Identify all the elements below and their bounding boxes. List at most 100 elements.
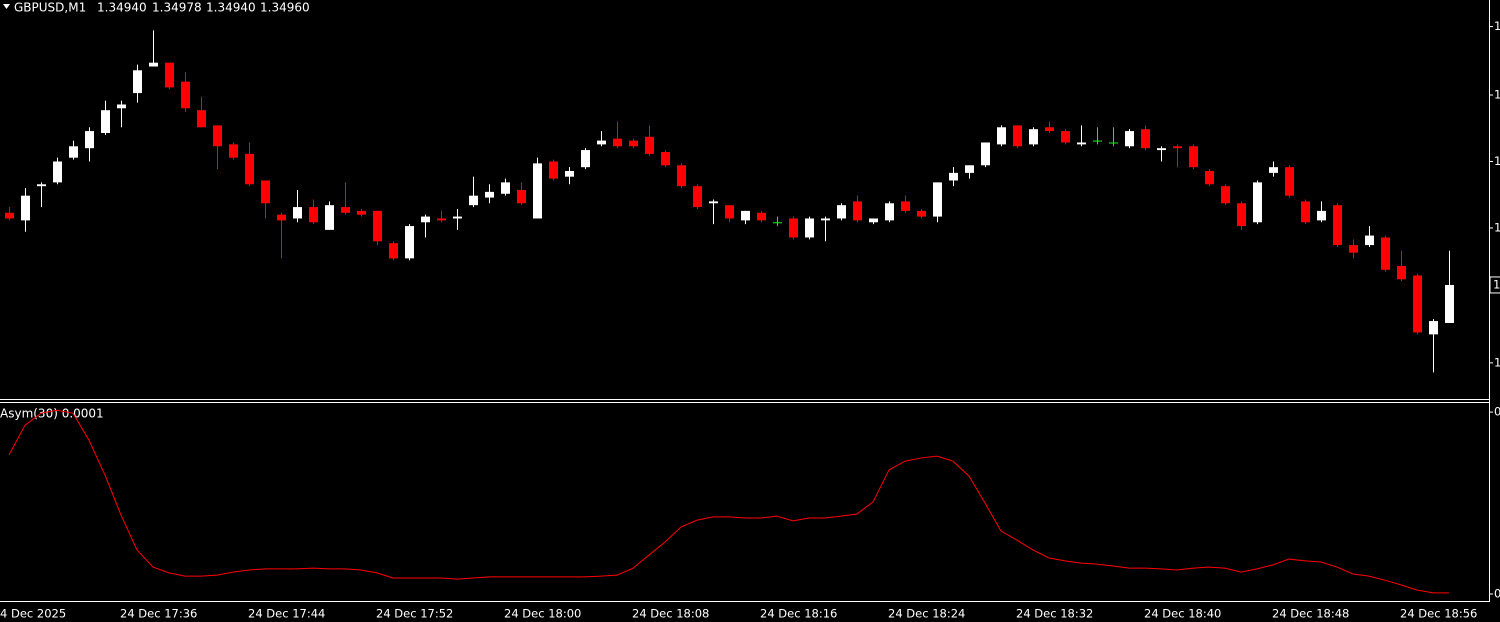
candle-body — [1077, 142, 1086, 145]
candle-body — [421, 216, 430, 223]
candle-body — [261, 180, 270, 204]
candle-body — [1141, 129, 1150, 149]
candle-body — [357, 210, 366, 215]
candle-body — [1125, 131, 1134, 147]
candle-body — [725, 205, 734, 219]
y-tick-label: 1 — [1494, 220, 1500, 234]
candle-body — [85, 131, 94, 149]
candle-body — [1301, 201, 1310, 223]
candle-body — [677, 165, 686, 187]
current-price-label: 1 — [1493, 277, 1500, 291]
x-start-label: 4 Dec 2025 — [0, 607, 66, 621]
ohlc-low: 1.34940 — [206, 1, 256, 15]
x-tick-label: 24 Dec 18:40 — [1144, 607, 1221, 621]
candle-body — [1013, 125, 1022, 147]
candle-body — [1397, 265, 1406, 280]
current-price-box — [1489, 276, 1500, 294]
candle-body — [613, 138, 622, 147]
ohlc-close: 1.34960 — [260, 1, 310, 15]
candle-body — [453, 216, 462, 219]
candle-body — [325, 205, 334, 230]
candle-body — [69, 146, 78, 158]
ohlc-high: 1.34978 — [152, 1, 202, 15]
candle-body — [565, 170, 574, 177]
candle-body — [341, 207, 350, 213]
candle-body — [885, 203, 894, 221]
candle-body — [37, 184, 46, 187]
y-tick-label: 1 — [1494, 87, 1500, 101]
candle-body — [501, 182, 510, 194]
candle-body — [197, 110, 206, 128]
candle-body — [1285, 167, 1294, 196]
candle-body — [965, 165, 974, 173]
candle-body — [1349, 245, 1358, 253]
candle-body — [517, 189, 526, 204]
candle-body — [901, 201, 910, 211]
candle-body — [853, 201, 862, 221]
candle-body — [229, 144, 238, 158]
indicator-line — [8, 409, 1449, 594]
candle-body — [469, 195, 478, 206]
candle-body — [1045, 127, 1054, 132]
x-tick-label: 24 Dec 17:44 — [248, 607, 325, 621]
candle-body — [1173, 146, 1182, 149]
candle-body — [1189, 146, 1198, 168]
candle-body — [309, 207, 318, 223]
candle-body — [997, 127, 1006, 145]
candle-body — [981, 142, 990, 166]
candle-body — [805, 218, 814, 238]
candle-body — [1029, 129, 1038, 145]
candle-body — [869, 218, 878, 223]
candle-body — [245, 153, 254, 185]
candle-body — [1237, 203, 1246, 227]
y-tick-label: 0 — [1494, 586, 1500, 600]
symbol-menu-arrow[interactable] — [3, 4, 10, 9]
candle-body — [1253, 182, 1262, 223]
candle-body — [293, 207, 302, 219]
candle-body — [1269, 167, 1278, 173]
candle-body — [1429, 321, 1438, 335]
candle-body — [101, 110, 110, 133]
candle-body — [1333, 205, 1342, 246]
candle-body — [533, 163, 542, 219]
candle-body — [213, 125, 222, 147]
candle-body — [1413, 275, 1422, 333]
x-tick-label: 24 Dec 18:16 — [760, 607, 837, 621]
candle-body — [21, 195, 30, 221]
candle-body — [581, 150, 590, 168]
candle-body — [117, 104, 126, 109]
x-tick-label: 24 Dec 18:24 — [888, 607, 965, 621]
candle-body — [933, 182, 942, 217]
candle-body — [1221, 186, 1230, 204]
x-tick-label: 24 Dec 18:00 — [504, 607, 581, 621]
candle-body — [949, 172, 958, 181]
y-tick-label: 1 — [1494, 19, 1500, 33]
candle-body — [277, 214, 286, 221]
candle-body — [1205, 170, 1214, 185]
x-tick-label: 24 Dec 18:56 — [1400, 607, 1477, 621]
candle-body — [165, 62, 174, 88]
candle-body — [757, 212, 766, 221]
candle-body — [405, 226, 414, 259]
candle-body — [629, 140, 638, 147]
x-tick-label: 24 Dec 18:32 — [1016, 607, 1093, 621]
candle-body — [389, 243, 398, 259]
candle-body — [1445, 284, 1454, 323]
candle-body — [373, 210, 382, 242]
candle-body — [693, 186, 702, 208]
candle-body — [53, 161, 62, 183]
candle-body — [1317, 210, 1326, 221]
candle-body — [661, 151, 670, 166]
candle-body — [837, 205, 846, 219]
candle-body — [1381, 237, 1390, 270]
candle-body — [181, 81, 190, 109]
candle-body — [917, 210, 926, 217]
symbol-title: GBPUSD,M1 — [14, 1, 86, 15]
candle-body — [1365, 235, 1374, 246]
ohlc-open: 1.34940 — [97, 1, 147, 15]
candle-body — [5, 212, 14, 219]
x-tick-label: 24 Dec 17:36 — [120, 607, 197, 621]
